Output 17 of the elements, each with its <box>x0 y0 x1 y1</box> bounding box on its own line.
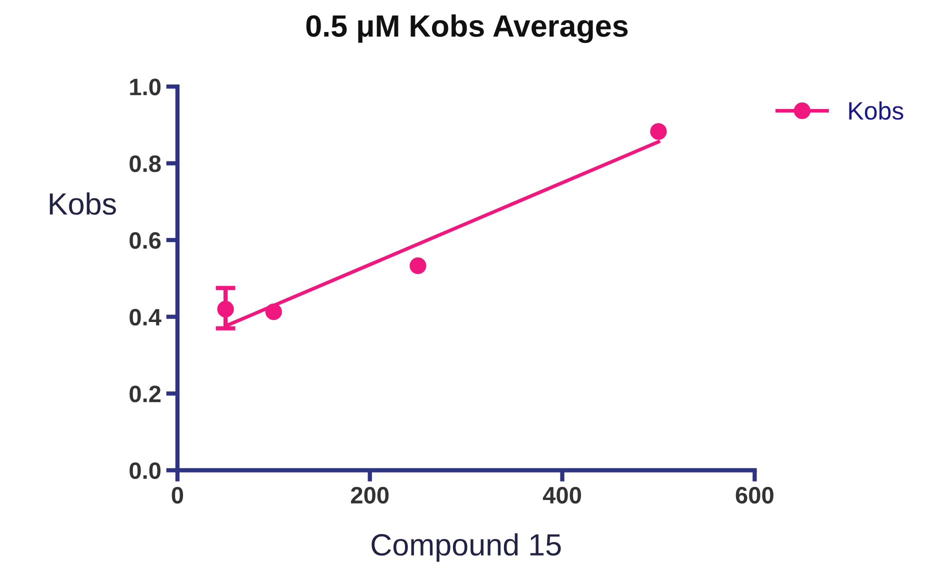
legend-label: Kobs <box>849 101 904 120</box>
y-tick-label: 0.2 <box>130 386 161 402</box>
x-axis-title: Compound 15 <box>372 533 561 562</box>
y-tick-label: 0.8 <box>130 155 161 172</box>
point <box>410 257 426 274</box>
x-tick-label: 200 <box>350 486 389 504</box>
y-axis-title: Kobs <box>50 192 116 215</box>
point <box>650 123 667 140</box>
x-tick-label: 600 <box>736 486 774 504</box>
chart-title: 0.5 μM Kobs Averages <box>306 14 628 44</box>
y-tick-label: 1.0 <box>130 78 161 96</box>
x-tick-label: 400 <box>542 486 581 504</box>
y-tick-label: 0.4 <box>130 308 162 326</box>
point <box>265 303 282 320</box>
y-tick-label: 0.0 <box>130 462 161 480</box>
y-tick-label: 0.6 <box>130 232 161 249</box>
x-tick-label: 0 <box>172 486 184 504</box>
